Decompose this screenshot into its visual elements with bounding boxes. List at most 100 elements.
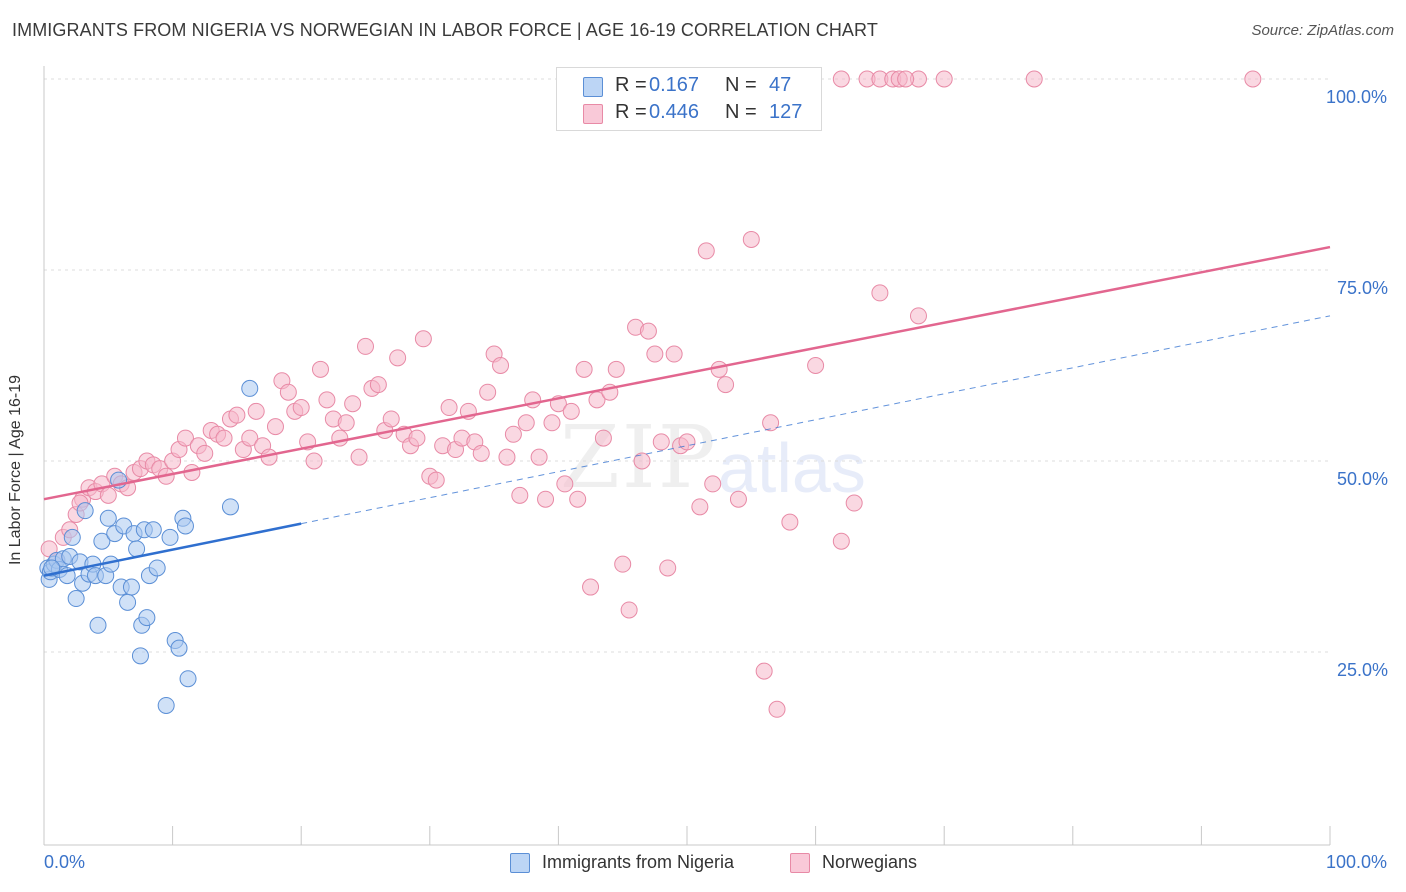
nigeria-point-44: [221, 498, 239, 516]
norwegian-point-103: [710, 360, 728, 378]
y-tick-label-75: 75.0%: [1337, 278, 1389, 298]
norwegian-point-62: [440, 399, 458, 417]
norwegian-point-71: [498, 448, 516, 466]
norwegian-point-114: [871, 284, 889, 302]
nigeria-point-9: [63, 528, 81, 546]
norwegian-point-76: [530, 448, 548, 466]
norwegian-point-68: [479, 383, 497, 401]
norwegian-point-92: [633, 452, 651, 470]
norwegian-point-104: [717, 376, 735, 394]
chart-title: IMMIGRANTS FROM NIGERIA VS NORWEGIAN IN …: [12, 20, 878, 40]
norwegian-point-74: [517, 414, 535, 432]
norwegian-point-102: [704, 475, 722, 493]
y-axis-label: In Labor Force | Age 16-19: [7, 374, 24, 566]
r-label: R =: [615, 101, 647, 123]
norwegian-point-94: [646, 345, 664, 363]
norwegian-point-122: [1025, 70, 1043, 88]
nigeria-point-37: [157, 696, 175, 714]
norwegian-point-21: [176, 429, 194, 447]
norwegian-point-100: [691, 498, 709, 516]
r-value: 0.167: [649, 74, 700, 96]
norwegian-point-47: [344, 395, 362, 413]
norwegian-point-58: [414, 330, 432, 348]
norwegian-point-43: [318, 391, 336, 409]
nigeria-trend-line: [43, 522, 302, 577]
nigeria-point-35: [144, 521, 162, 539]
n-label: N =: [725, 74, 757, 96]
norwegian-point-109: [768, 700, 786, 718]
nigeria-point-43: [179, 670, 197, 688]
norwegian-point-113: [845, 494, 863, 512]
nigeria-legend-swatch: [510, 853, 530, 873]
nigeria-swatch: [583, 77, 603, 97]
norwegian-point-93: [639, 322, 657, 340]
norwegian-point-99: [678, 433, 696, 451]
nigeria-point-40: [170, 639, 188, 657]
norwegian-point-24: [196, 444, 214, 462]
norwegian-point-106: [742, 230, 760, 248]
norwegian-trend-line: [43, 245, 1331, 501]
norwegian-point-83: [575, 360, 593, 378]
n-label: N =: [725, 101, 757, 123]
norwegian-point-39: [292, 399, 310, 417]
n-value: 127: [769, 101, 803, 123]
norwegian-point-108: [762, 414, 780, 432]
norwegian-point-32: [247, 402, 265, 420]
norwegian-point-45: [331, 429, 349, 447]
norwegian-swatch: [583, 104, 603, 124]
nigeria-point-13: [76, 502, 94, 520]
norwegian-point-70: [492, 357, 510, 374]
norwegian-point-9: [99, 486, 117, 504]
nigeria-point-33: [138, 609, 156, 627]
norwegian-point-111: [807, 357, 825, 374]
norwegian-point-88: [607, 360, 625, 378]
norwegian-point-95: [652, 433, 670, 451]
norwegian-point-81: [562, 402, 580, 420]
nigeria-point-27: [122, 578, 140, 596]
norwegian-point-115: [909, 307, 927, 325]
norwegian-point-84: [582, 578, 600, 596]
norwegian-point-37: [279, 383, 297, 401]
r-value: 0.446: [649, 101, 700, 123]
norwegian-point-123: [1244, 70, 1262, 88]
norwegian-point-112: [832, 532, 850, 550]
r-label: R =: [615, 74, 647, 96]
y-tick-label-50: 50.0%: [1337, 469, 1389, 489]
norwegian-point-35: [266, 418, 284, 436]
norwegian-point-54: [389, 349, 407, 367]
norwegian-point-73: [511, 486, 529, 504]
norwegian-point-41: [305, 452, 323, 470]
norwegian-point-77: [537, 490, 555, 508]
norwegian-point-46: [337, 414, 355, 432]
norwegian-point-48: [350, 448, 368, 466]
nigeria-point-42: [176, 517, 194, 535]
norwegian-point-57: [408, 429, 426, 447]
legend-stats: R = 0.167 N = 47 R = 0.446 N = 127: [556, 67, 822, 131]
norwegian-point-53: [382, 410, 400, 428]
nigeria-point-45: [241, 379, 259, 397]
norwegian-point-107: [755, 662, 773, 680]
norwegian-point-110: [781, 513, 799, 531]
norwegian-point-86: [594, 429, 612, 447]
norwegian-point-49: [357, 337, 374, 355]
norwegian-legend-label: Norwegians: [822, 852, 918, 872]
nigeria-point-20: [99, 509, 117, 527]
nigeria-point-17: [89, 616, 107, 634]
nigeria-point-10: [67, 590, 85, 608]
norwegian-point-72: [504, 425, 522, 443]
source-note: Source: ZipAtlas.com: [1251, 22, 1394, 39]
norwegian-point-27: [215, 429, 233, 447]
nigeria-legend-label: Immigrants from Nigeria: [542, 852, 735, 872]
x-tick-label-1: 100.0%: [1326, 852, 1388, 872]
legend-row-nigeria: R = 0.167 N = 47: [557, 74, 821, 100]
nigeria-point-26: [119, 593, 137, 611]
nigeria-trend-extension: [301, 315, 1331, 525]
nigeria-point-18: [93, 532, 111, 550]
norwegian-point-42: [311, 360, 329, 378]
norwegian-point-51: [369, 376, 387, 394]
norwegian-point-80: [556, 475, 574, 493]
norwegian-point-101: [697, 242, 715, 260]
y-tick-label-100: 100.0%: [1326, 87, 1388, 107]
norwegian-point-116: [832, 70, 850, 88]
